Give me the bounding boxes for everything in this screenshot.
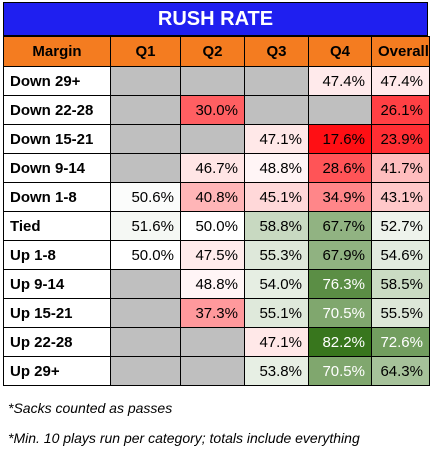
value-cell: 50.6% [110, 182, 181, 212]
value-cell: 53.8% [244, 356, 309, 386]
value-cell: 23.9% [371, 124, 430, 154]
empty-cell [308, 95, 372, 125]
table-row: Up 9-14 48.8% 54.0% 76.3% 58.5% [3, 269, 430, 299]
header-q1: Q1 [110, 36, 181, 67]
value-cell: 67.9% [308, 240, 372, 270]
header-q3: Q3 [244, 36, 309, 67]
table-row: Down 9-14 46.7% 48.8% 28.6% 41.7% [3, 153, 430, 183]
row-label: Down 1-8 [3, 182, 111, 212]
header-overall: Overall [371, 36, 430, 67]
table-row: Down 15-21 47.1% 17.6% 23.9% [3, 124, 430, 154]
empty-cell [244, 66, 309, 96]
empty-cell [110, 327, 181, 357]
value-cell: 82.2% [308, 327, 372, 357]
row-label: Down 29+ [3, 66, 111, 96]
row-label: Tied [3, 211, 111, 241]
table-row: Down 1-8 50.6% 40.8% 45.1% 34.9% 43.1% [3, 182, 430, 212]
empty-cell [180, 66, 245, 96]
row-label: Down 15-21 [3, 124, 111, 154]
value-cell: 45.1% [244, 182, 309, 212]
empty-cell [110, 124, 181, 154]
value-cell: 70.5% [308, 298, 372, 328]
row-label: Up 29+ [3, 356, 111, 386]
empty-cell [180, 356, 245, 386]
value-cell: 50.0% [180, 211, 245, 241]
value-cell: 34.9% [308, 182, 372, 212]
value-cell: 48.8% [244, 153, 309, 183]
value-cell: 47.4% [308, 66, 372, 96]
empty-cell [110, 66, 181, 96]
value-cell: 67.7% [308, 211, 372, 241]
empty-cell [110, 269, 181, 299]
footnote-sacks: *Sacks counted as passes [8, 400, 173, 416]
value-cell: 28.6% [308, 153, 372, 183]
row-label: Up 1-8 [3, 240, 111, 270]
value-cell: 51.6% [110, 211, 181, 241]
value-cell: 72.6% [371, 327, 430, 357]
row-label: Down 22-28 [3, 95, 111, 125]
empty-cell [110, 298, 181, 328]
row-label: Up 9-14 [3, 269, 111, 299]
value-cell: 52.7% [371, 211, 430, 241]
table-title: RUSH RATE [3, 2, 428, 36]
value-cell: 48.8% [180, 269, 245, 299]
value-cell: 47.1% [244, 327, 309, 357]
value-cell: 76.3% [308, 269, 372, 299]
empty-cell [244, 95, 309, 125]
value-cell: 50.0% [110, 240, 181, 270]
value-cell: 55.3% [244, 240, 309, 270]
empty-cell [110, 153, 181, 183]
value-cell: 55.1% [244, 298, 309, 328]
table-row: Up 1-8 50.0% 47.5% 55.3% 67.9% 54.6% [3, 240, 430, 270]
table-row: Down 22-28 30.0% 26.1% [3, 95, 430, 125]
value-cell: 47.4% [371, 66, 430, 96]
empty-cell [180, 327, 245, 357]
value-cell: 30.0% [180, 95, 245, 125]
value-cell: 17.6% [308, 124, 372, 154]
header-margin: Margin [3, 36, 111, 67]
empty-cell [110, 95, 181, 125]
row-label: Up 15-21 [3, 298, 111, 328]
value-cell: 41.7% [371, 153, 430, 183]
value-cell: 43.1% [371, 182, 430, 212]
value-cell: 37.3% [180, 298, 245, 328]
table-row: Up 22-28 47.1% 82.2% 72.6% [3, 327, 430, 357]
value-cell: 55.5% [371, 298, 430, 328]
empty-cell [180, 124, 245, 154]
value-cell: 40.8% [180, 182, 245, 212]
value-cell: 58.8% [244, 211, 309, 241]
table-row: Up 15-21 37.3% 55.1% 70.5% 55.5% [3, 298, 430, 328]
header-q2: Q2 [180, 36, 245, 67]
header-row: Margin Q1 Q2 Q3 Q4 Overall [3, 36, 430, 67]
value-cell: 64.3% [371, 356, 430, 386]
table-row: Up 29+ 53.8% 70.5% 64.3% [3, 356, 430, 386]
value-cell: 46.7% [180, 153, 245, 183]
footnote-minimum-plays: *Min. 10 plays run per category; totals … [8, 430, 360, 446]
header-q4: Q4 [308, 36, 372, 67]
empty-cell [110, 356, 181, 386]
value-cell: 26.1% [371, 95, 430, 125]
value-cell: 58.5% [371, 269, 430, 299]
table-row: Tied 51.6% 50.0% 58.8% 67.7% 52.7% [3, 211, 430, 241]
row-label: Down 9-14 [3, 153, 111, 183]
value-cell: 47.1% [244, 124, 309, 154]
value-cell: 47.5% [180, 240, 245, 270]
row-label: Up 22-28 [3, 327, 111, 357]
rush-rate-table: Margin Q1 Q2 Q3 Q4 Overall Down 29+ 47.4%… [3, 36, 430, 386]
value-cell: 54.0% [244, 269, 309, 299]
value-cell: 54.6% [371, 240, 430, 270]
value-cell: 70.5% [308, 356, 372, 386]
table-row: Down 29+ 47.4% 47.4% [3, 66, 430, 96]
